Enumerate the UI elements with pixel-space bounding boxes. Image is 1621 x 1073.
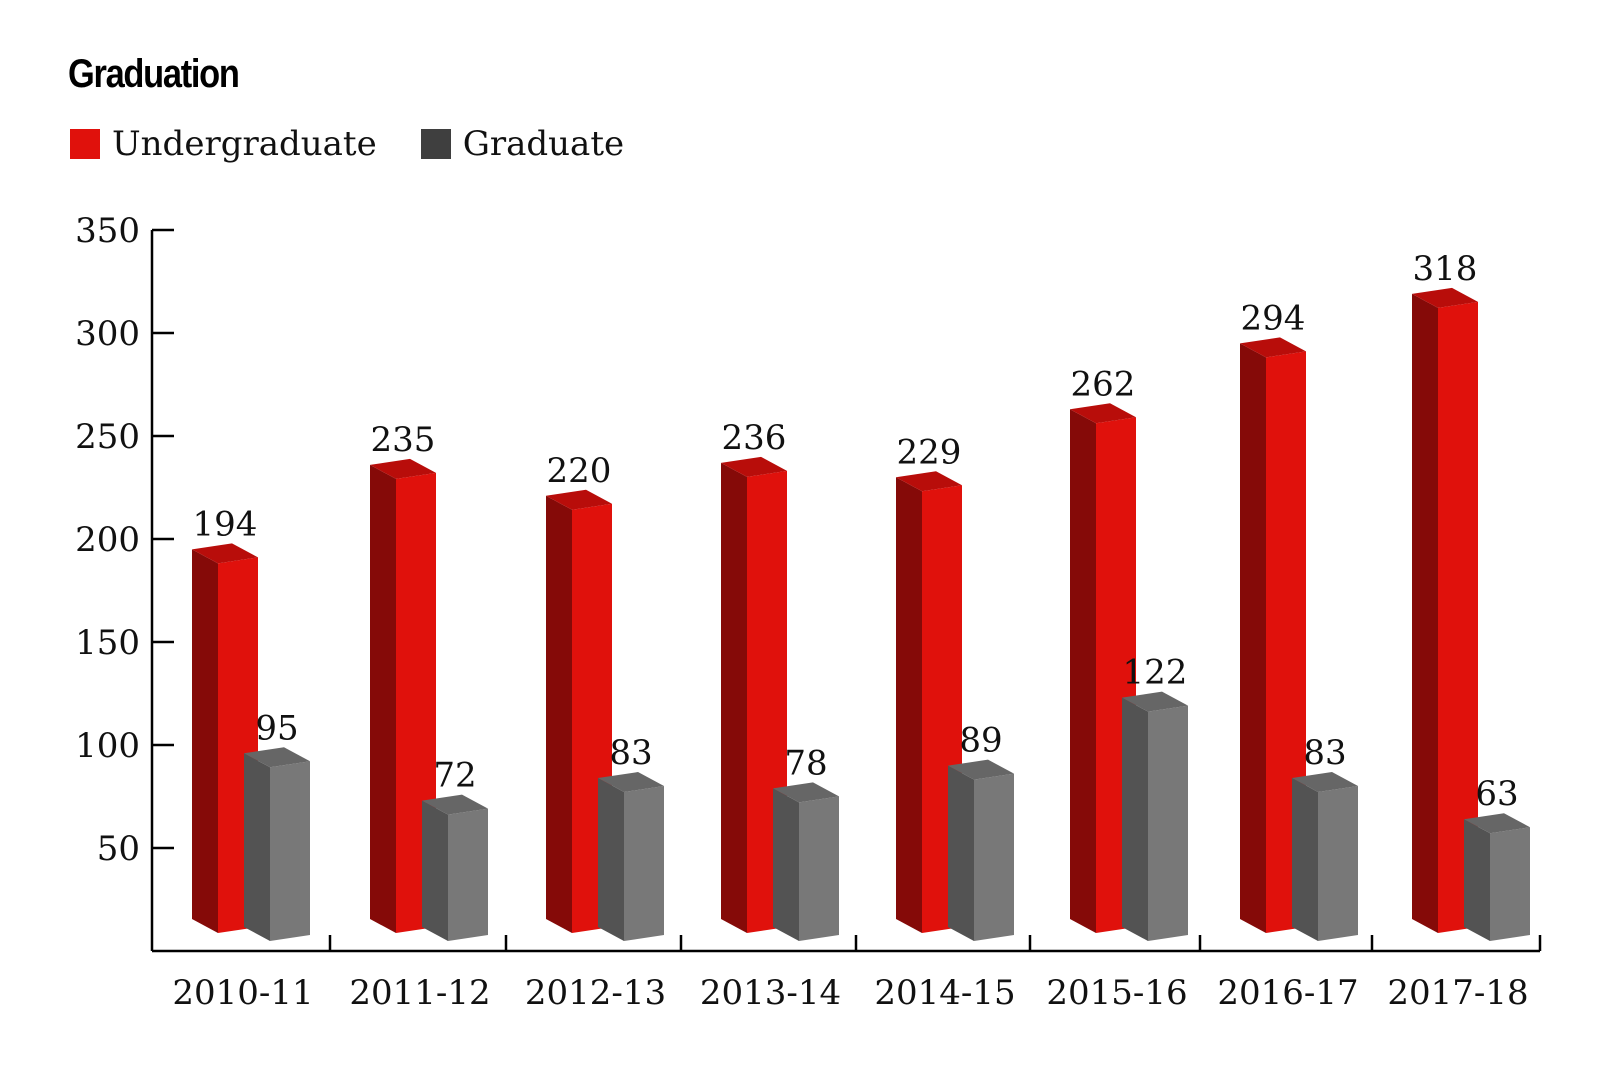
bar-top-undergraduate: [1240, 337, 1306, 358]
y-tick-label: 250: [75, 417, 140, 457]
bar-top-graduate: [1122, 691, 1188, 712]
bar-side-graduate: [1464, 819, 1490, 941]
y-tick-label: 150: [75, 623, 140, 663]
legend-swatch-undergraduate: [70, 129, 100, 159]
data-label-undergraduate: 235: [371, 420, 436, 460]
bar-graduate: [1318, 786, 1358, 941]
data-label-undergraduate: 262: [1071, 364, 1136, 404]
bar-top-undergraduate: [1412, 287, 1478, 308]
bar-top-graduate: [422, 794, 488, 815]
chart-title: Graduation: [68, 52, 240, 96]
bar-side-graduate: [1122, 697, 1148, 941]
bar-side-undergraduate: [370, 464, 396, 933]
bar-graduate: [270, 761, 310, 941]
bar-side-undergraduate: [1240, 343, 1266, 933]
data-label-undergraduate: 229: [897, 432, 962, 472]
bar-graduate: [974, 773, 1014, 941]
data-label-graduate: 63: [1475, 774, 1518, 814]
bar-side-undergraduate: [192, 549, 218, 933]
y-tick-label: 50: [97, 829, 140, 869]
bar-side-graduate: [773, 788, 799, 941]
data-label-graduate: 83: [1303, 733, 1346, 773]
x-tick-label: 2014-15: [874, 973, 1015, 1013]
bar-top-graduate: [244, 747, 310, 768]
bar-side-graduate: [1292, 778, 1318, 941]
data-label-graduate: 95: [255, 708, 298, 748]
data-label-undergraduate: 236: [722, 418, 787, 458]
x-tick-label: 2011-12: [349, 973, 490, 1013]
data-label-graduate: 89: [959, 721, 1002, 761]
data-label-undergraduate: 294: [1241, 298, 1306, 338]
data-label-graduate: 78: [784, 743, 827, 783]
x-tick-label: 2016-17: [1217, 973, 1358, 1013]
bar-top-undergraduate: [896, 471, 962, 492]
legend-item-undergraduate: Undergraduate: [70, 124, 377, 164]
x-tick-label: 2017-18: [1387, 973, 1528, 1013]
bar-graduate: [448, 808, 488, 941]
y-tick-label: 350: [75, 211, 140, 251]
bar-side-graduate: [422, 800, 448, 941]
bar-side-graduate: [244, 753, 270, 941]
bar-graduate: [1490, 827, 1530, 941]
bar-top-graduate: [948, 759, 1014, 780]
bar-side-undergraduate: [721, 462, 747, 933]
bar-top-undergraduate: [370, 458, 436, 479]
y-tick-label: 100: [75, 726, 140, 766]
legend: Undergraduate Graduate: [70, 124, 668, 164]
bar-undergraduate: [1438, 301, 1478, 933]
legend-item-graduate: Graduate: [420, 124, 625, 164]
bar-top-undergraduate: [721, 456, 787, 477]
bar-side-undergraduate: [896, 477, 922, 933]
y-tick-label: 300: [75, 314, 140, 354]
bar-side-graduate: [948, 765, 974, 941]
bar-top-undergraduate: [192, 543, 258, 564]
bar-side-undergraduate: [1070, 409, 1096, 933]
bar-top-graduate: [1464, 813, 1530, 834]
x-tick-label: 2013-14: [700, 973, 841, 1013]
bar-side-graduate: [598, 778, 624, 941]
legend-swatch-graduate: [420, 129, 451, 159]
bar-top-graduate: [598, 772, 664, 793]
data-label-graduate: 83: [609, 733, 652, 773]
bar-top-graduate: [773, 782, 839, 803]
data-label-undergraduate: 220: [547, 451, 612, 491]
x-tick-label: 2010-11: [172, 973, 313, 1013]
data-label-graduate: 72: [433, 756, 476, 796]
legend-label-undergraduate: Undergraduate: [112, 124, 377, 164]
bar-graduate: [799, 796, 839, 941]
bar-top-undergraduate: [1070, 403, 1136, 424]
bar-graduate: [1148, 705, 1188, 941]
bar-graduate: [624, 786, 664, 941]
data-label-undergraduate: 318: [1413, 249, 1478, 289]
x-tick-label: 2015-16: [1046, 973, 1187, 1013]
bar-top-undergraduate: [546, 489, 612, 510]
bar-side-undergraduate: [1412, 293, 1438, 933]
x-tick-label: 2012-13: [525, 973, 666, 1013]
data-label-undergraduate: 194: [193, 504, 258, 544]
data-label-graduate: 122: [1123, 653, 1188, 693]
legend-label-graduate: Graduate: [462, 124, 625, 164]
y-tick-label: 200: [75, 520, 140, 560]
bar-side-undergraduate: [546, 495, 572, 933]
bar-top-graduate: [1292, 772, 1358, 793]
